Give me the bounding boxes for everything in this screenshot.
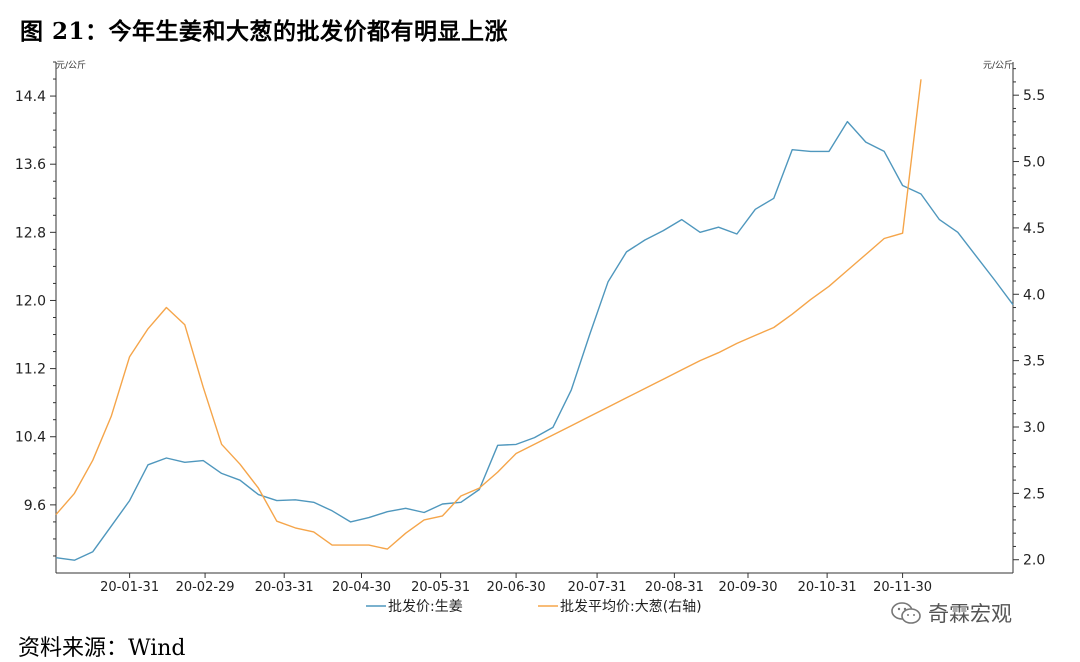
- x-tick-label: 20-10-31: [798, 580, 857, 595]
- right-tick-label: 3.0: [1023, 420, 1045, 436]
- right-tick-label: 5.5: [1023, 88, 1045, 104]
- right-tick-label: 2.0: [1023, 553, 1045, 569]
- left-tick-label: 13.6: [15, 157, 46, 173]
- chart-legend: 批发价:生姜 批发平均价:大葱(右轴): [366, 599, 702, 615]
- legend-label-1: 批发价:生姜: [388, 599, 463, 615]
- source-note: 资料来源：Wind: [18, 636, 186, 661]
- left-tick-label: 9.6: [24, 498, 46, 514]
- right-tick-label: 4.5: [1023, 221, 1045, 237]
- right-tick-label: 2.5: [1023, 486, 1045, 502]
- x-tick-label: 20-09-30: [718, 580, 777, 595]
- left-tick-label: 11.2: [15, 362, 46, 378]
- figure-title: 图 21：今年生姜和大葱的批发价都有明显上涨: [20, 18, 509, 45]
- right-tick-label: 3.5: [1023, 354, 1045, 370]
- x-tick-label: 20-02-29: [176, 580, 235, 595]
- right-tick-label: 4.0: [1023, 287, 1045, 303]
- x-tick-label: 20-07-31: [568, 580, 627, 595]
- x-tick-label: 20-11-30: [873, 580, 932, 595]
- left-tick-label: 12.8: [15, 225, 46, 241]
- left-tick-label: 10.4: [15, 430, 46, 446]
- x-tick-label: 20-06-30: [487, 580, 546, 595]
- x-tick-label: 20-04-30: [332, 580, 391, 595]
- series-line-2: [55, 79, 922, 550]
- right-tick-label: 5.0: [1023, 155, 1045, 171]
- left-tick-label: 14.4: [15, 89, 46, 105]
- watermark: 奇霖宏观: [890, 598, 1012, 628]
- x-tick-label: 20-05-31: [411, 580, 470, 595]
- watermark-label: 奇霖宏观: [928, 602, 1012, 626]
- wechat-icon: [891, 602, 921, 624]
- left-unit-label: 元/公斤: [56, 60, 86, 71]
- left-tick-label: 12.0: [15, 293, 46, 309]
- x-tick-label: 20-08-31: [645, 580, 704, 595]
- x-tick-label: 20-01-31: [100, 580, 159, 595]
- series-line-1: [55, 120, 1014, 561]
- legend-label-2: 批发平均价:大葱(右轴): [560, 599, 702, 615]
- chart-axes: 9.6 10.4 11.2 12.0 12.8 13.6 14.4 2.0 2.5 3.0 3.5 4…: [15, 60, 1045, 595]
- x-tick-label: 20-03-31: [255, 580, 314, 595]
- series-layer: [55, 79, 1014, 561]
- right-unit-label: 元/公斤: [983, 60, 1013, 71]
